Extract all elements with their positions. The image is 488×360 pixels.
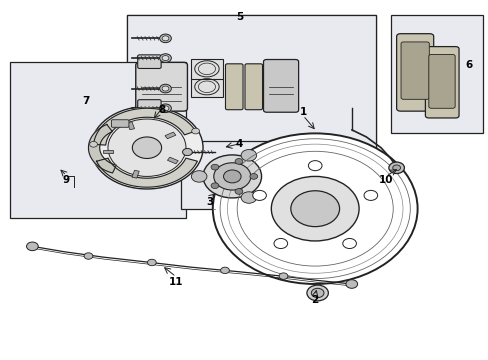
Text: 2: 2 (311, 295, 318, 305)
Text: 11: 11 (169, 277, 183, 287)
Circle shape (235, 189, 243, 194)
Circle shape (162, 86, 168, 91)
Circle shape (84, 253, 93, 259)
Text: 10: 10 (378, 175, 392, 185)
Circle shape (392, 165, 400, 171)
Text: 9: 9 (63, 175, 70, 185)
Circle shape (132, 137, 161, 158)
Circle shape (211, 183, 219, 189)
Circle shape (290, 191, 339, 226)
Circle shape (249, 174, 257, 179)
FancyBboxPatch shape (111, 120, 129, 127)
FancyBboxPatch shape (425, 46, 458, 118)
Text: 1: 1 (299, 107, 306, 117)
Circle shape (241, 149, 256, 161)
Circle shape (363, 190, 377, 201)
Circle shape (91, 107, 203, 189)
FancyBboxPatch shape (136, 62, 187, 111)
Circle shape (162, 106, 168, 111)
Circle shape (273, 238, 287, 248)
Bar (127, 15, 375, 185)
Bar (127, 15, 375, 185)
Circle shape (241, 192, 256, 203)
Circle shape (159, 54, 171, 62)
Bar (132, 170, 139, 178)
Circle shape (311, 288, 324, 298)
Text: 7: 7 (82, 96, 89, 106)
FancyBboxPatch shape (263, 59, 298, 112)
Circle shape (342, 238, 356, 248)
Circle shape (26, 242, 38, 251)
Circle shape (191, 171, 206, 182)
Circle shape (159, 104, 171, 113)
Circle shape (212, 134, 417, 284)
Circle shape (159, 34, 171, 42)
Text: 6: 6 (464, 60, 471, 70)
FancyBboxPatch shape (396, 34, 433, 111)
Bar (181, 140, 273, 209)
Bar (164, 132, 176, 139)
Circle shape (213, 163, 250, 190)
Text: 8: 8 (158, 105, 165, 115)
FancyBboxPatch shape (138, 55, 161, 68)
Circle shape (271, 176, 358, 241)
Polygon shape (88, 125, 116, 173)
Polygon shape (96, 158, 197, 187)
Circle shape (191, 128, 199, 134)
Circle shape (147, 259, 156, 266)
Bar (167, 157, 178, 164)
Circle shape (252, 190, 266, 201)
Circle shape (345, 280, 357, 288)
Text: 3: 3 (206, 197, 214, 207)
Bar (190, 59, 222, 79)
Circle shape (388, 162, 404, 174)
Bar (390, 15, 483, 134)
Circle shape (162, 55, 168, 60)
Circle shape (306, 285, 328, 301)
Polygon shape (93, 108, 195, 145)
FancyBboxPatch shape (244, 64, 262, 110)
Bar (103, 149, 113, 153)
Circle shape (182, 148, 192, 156)
Circle shape (203, 155, 261, 198)
Bar (127, 122, 134, 130)
FancyBboxPatch shape (225, 64, 243, 110)
Bar (10, 62, 185, 218)
Circle shape (89, 141, 97, 147)
Circle shape (211, 164, 219, 170)
Circle shape (235, 158, 243, 164)
Circle shape (220, 267, 229, 274)
FancyBboxPatch shape (428, 54, 454, 108)
Text: 4: 4 (235, 139, 243, 149)
Circle shape (108, 119, 185, 176)
FancyBboxPatch shape (400, 42, 428, 99)
Circle shape (279, 273, 287, 279)
Bar (190, 77, 222, 97)
Circle shape (162, 36, 168, 41)
FancyBboxPatch shape (138, 100, 161, 112)
Text: 5: 5 (236, 12, 243, 22)
Circle shape (308, 161, 322, 171)
Circle shape (159, 84, 171, 93)
Circle shape (223, 170, 241, 183)
